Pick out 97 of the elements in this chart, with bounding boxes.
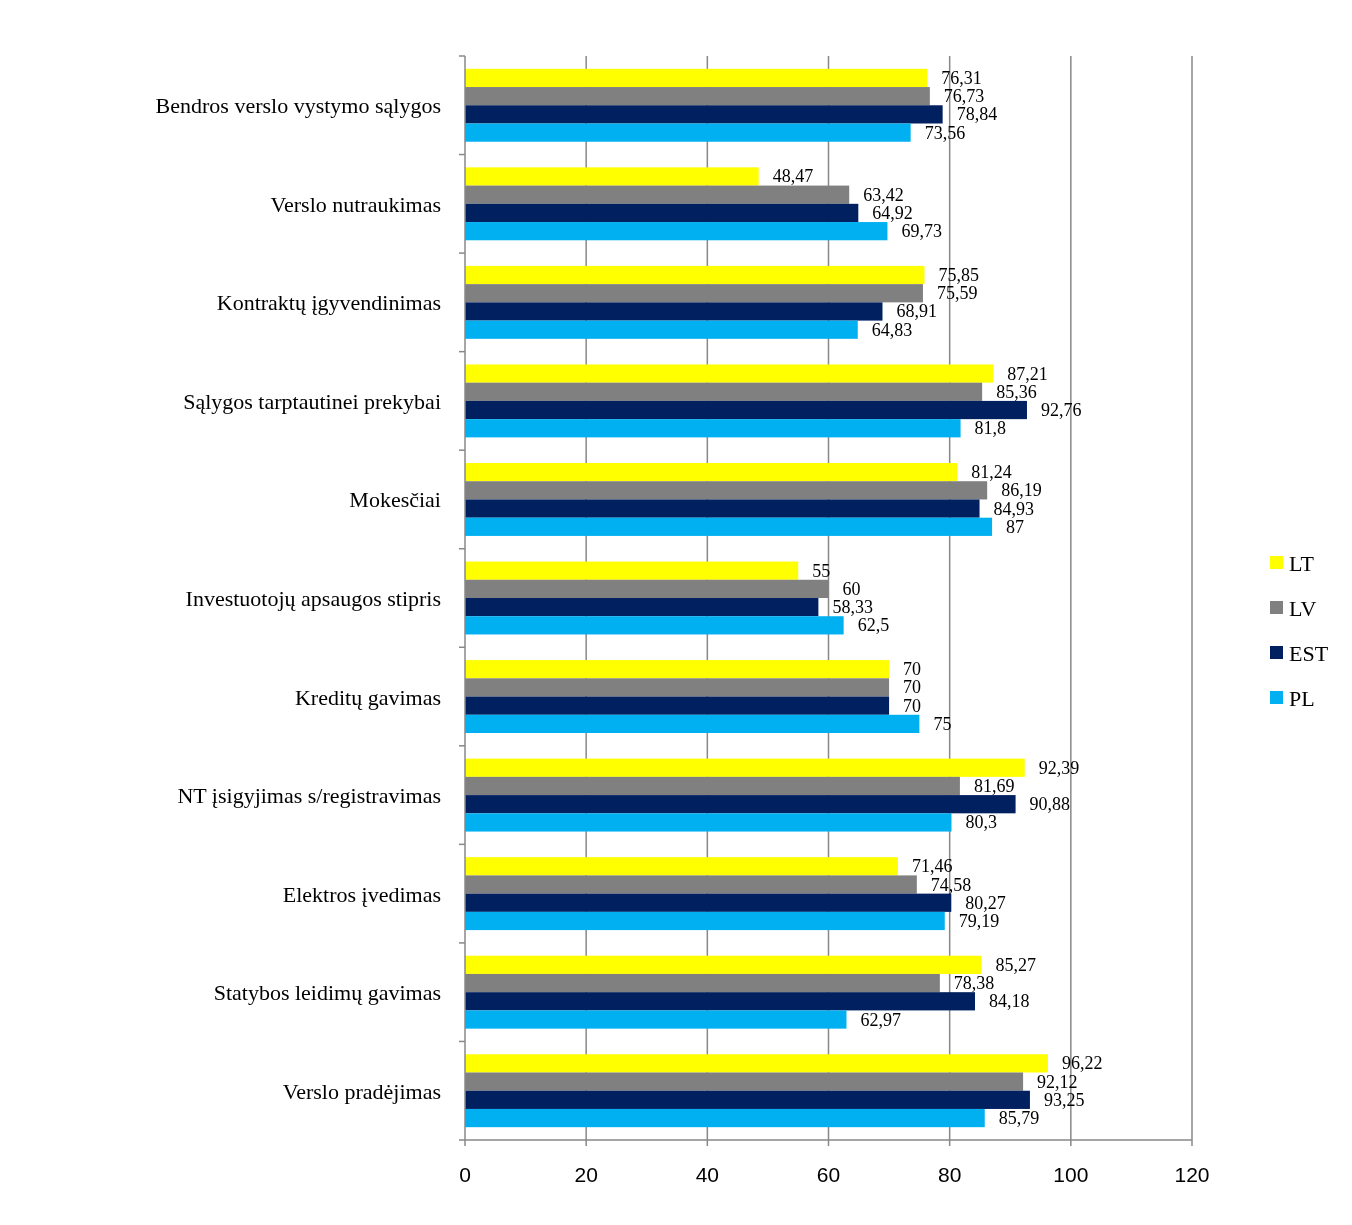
data-label: 78,84 bbox=[956, 104, 998, 125]
bar bbox=[465, 992, 975, 1011]
bar bbox=[465, 714, 920, 734]
x-tick-label: 120 bbox=[1174, 1163, 1210, 1186]
data-label: 60 bbox=[842, 578, 861, 599]
bar bbox=[465, 598, 819, 617]
legend-label: EST bbox=[1289, 641, 1329, 666]
data-label: 76,31 bbox=[941, 67, 982, 88]
data-label: 70 bbox=[903, 659, 922, 680]
data-label: 84,93 bbox=[993, 498, 1035, 519]
y-tick-label: Statybos leidimų gavimas bbox=[213, 980, 441, 1006]
data-label: 64,83 bbox=[871, 319, 913, 340]
x-tick-label: 40 bbox=[695, 1163, 720, 1186]
data-label: 63,42 bbox=[863, 184, 904, 205]
x-tick-label: 60 bbox=[816, 1163, 841, 1186]
bar bbox=[465, 517, 993, 536]
data-label: 64,92 bbox=[872, 202, 913, 223]
data-label: 81,69 bbox=[973, 775, 1015, 796]
bar bbox=[465, 893, 952, 912]
bar bbox=[465, 462, 958, 482]
data-label: 70 bbox=[903, 677, 922, 698]
data-label: 87,21 bbox=[1007, 363, 1048, 384]
x-tick-label: 80 bbox=[937, 1163, 962, 1186]
bar bbox=[465, 1054, 1048, 1073]
bar bbox=[465, 616, 844, 635]
data-label: 75 bbox=[933, 713, 952, 734]
x-tick-label: 20 bbox=[574, 1163, 598, 1186]
bar bbox=[465, 955, 982, 974]
y-tick-label: Kontraktų įgyvendinimas bbox=[216, 290, 441, 316]
y-tick-label: NT įsigyjimas s/registravimas bbox=[177, 783, 441, 809]
y-tick-label: Verslo pradėjimas bbox=[282, 1078, 441, 1104]
data-label: 55 bbox=[812, 560, 831, 581]
data-label: 80,3 bbox=[965, 812, 997, 833]
y-tick-label: Elektros įvedimas bbox=[282, 881, 441, 907]
y-tick-label: Verslo nutraukimas bbox=[270, 191, 441, 217]
data-label: 75,85 bbox=[938, 265, 980, 286]
bar bbox=[465, 499, 980, 518]
bar bbox=[465, 105, 943, 124]
data-label: 90,88 bbox=[1029, 794, 1071, 815]
data-label: 80,27 bbox=[965, 892, 1006, 913]
data-label: 71,46 bbox=[911, 856, 953, 877]
bar bbox=[465, 123, 911, 142]
bar bbox=[465, 1090, 1030, 1109]
bar bbox=[465, 696, 890, 715]
data-label: 58,33 bbox=[832, 597, 873, 618]
data-label: 76,73 bbox=[943, 86, 985, 107]
data-label: 73,56 bbox=[924, 122, 966, 143]
bar bbox=[465, 758, 1025, 777]
bar bbox=[465, 364, 994, 383]
bar bbox=[465, 302, 883, 321]
data-label: 74,58 bbox=[930, 874, 972, 895]
data-label: 81,24 bbox=[971, 462, 1012, 483]
bar bbox=[465, 167, 759, 186]
data-label: 85,79 bbox=[998, 1108, 1040, 1129]
y-tick-label: Sąlygos tarptautinei prekybai bbox=[183, 388, 441, 414]
y-tick-label: Investuotojų apsaugos stipris bbox=[185, 586, 441, 611]
bar bbox=[465, 68, 928, 88]
x-tick-label: 0 bbox=[459, 1163, 471, 1186]
data-label: 85,27 bbox=[995, 954, 1037, 975]
bar bbox=[465, 400, 1027, 420]
data-label: 92,12 bbox=[1037, 1071, 1078, 1092]
bar bbox=[465, 660, 890, 679]
bar bbox=[465, 320, 858, 339]
y-tick-label: Bendros verslo vystymo sąlygos bbox=[155, 93, 441, 119]
bar bbox=[465, 1108, 985, 1128]
bar bbox=[465, 857, 898, 876]
bar bbox=[465, 203, 859, 223]
bar bbox=[465, 911, 945, 931]
legend-label: PL bbox=[1289, 686, 1315, 711]
bar bbox=[465, 265, 925, 285]
data-label: 86,19 bbox=[1001, 480, 1042, 501]
y-tick-label: Kreditų gavimas bbox=[294, 684, 441, 710]
data-label: 70 bbox=[903, 695, 922, 716]
bar bbox=[465, 795, 1016, 814]
data-label: 62,5 bbox=[857, 615, 890, 636]
data-label: 69,73 bbox=[901, 221, 942, 242]
data-label: 79,19 bbox=[958, 910, 1000, 931]
x-tick-label: 100 bbox=[1053, 1163, 1089, 1186]
data-label: 96,22 bbox=[1061, 1053, 1103, 1074]
data-label: 75,59 bbox=[936, 283, 978, 304]
data-label: 85,36 bbox=[996, 381, 1037, 402]
data-label: 78,38 bbox=[953, 973, 995, 994]
data-label: 81,8 bbox=[974, 418, 1007, 439]
legend-label: LT bbox=[1289, 551, 1315, 576]
data-label: 92,39 bbox=[1038, 757, 1080, 778]
data-label: 84,18 bbox=[988, 991, 1030, 1012]
bar bbox=[465, 561, 799, 580]
data-label: 68,91 bbox=[896, 301, 937, 322]
bar bbox=[465, 1010, 847, 1029]
bar bbox=[465, 222, 888, 241]
data-label: 62,97 bbox=[860, 1009, 901, 1030]
data-label: 92,76 bbox=[1040, 400, 1082, 421]
bar bbox=[465, 419, 961, 438]
data-label: 48,47 bbox=[772, 166, 814, 187]
legend-label: LV bbox=[1289, 596, 1317, 621]
bar bbox=[465, 813, 952, 832]
y-tick-label: Mokesčiai bbox=[349, 487, 441, 513]
